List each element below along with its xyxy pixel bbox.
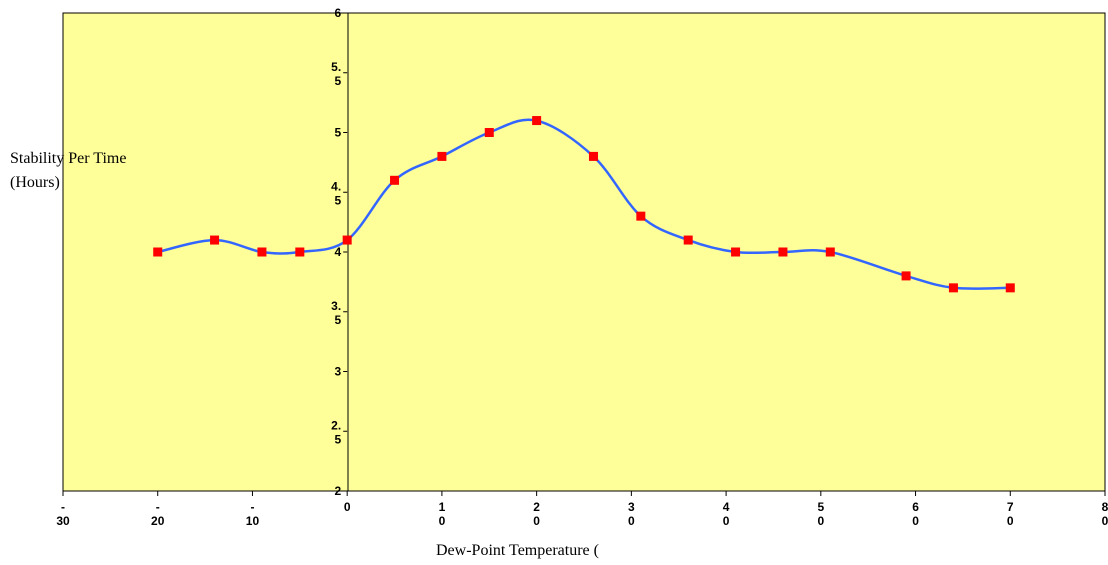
data-point [390, 175, 400, 185]
y-tick-label: 5. 5 [331, 60, 341, 88]
data-point [636, 211, 646, 221]
x-ticks: -30 -20 -10 0 1 0 2 0 3 0 4 0 5 0 6 0 7 0 8 0 [56, 491, 1108, 528]
x-axis-title: Dew-Point Temperature ( [436, 542, 599, 559]
y-axis-title: Stability Per Time (Hours) [10, 150, 130, 191]
y-tick-label: 3 [334, 365, 341, 379]
y-tick-label: 4 [334, 245, 341, 259]
data-point [731, 247, 741, 257]
data-point [437, 151, 447, 161]
series-markers [153, 116, 1015, 293]
y-tick-label: 2 [334, 484, 341, 498]
data-point [153, 247, 163, 257]
y-ticks: 2 2. 5 3 3. 5 4 4. 5 5 5. 5 6 [331, 6, 348, 498]
data-point [484, 128, 494, 137]
x-tick-label: 0 [344, 500, 351, 514]
data-point [588, 151, 598, 161]
y-tick-label: 2. 5 [331, 418, 341, 446]
data-point [210, 235, 220, 245]
y-tick-label: 6 [334, 6, 341, 20]
data-point [342, 235, 352, 245]
data-point [778, 247, 788, 257]
data-point [901, 271, 911, 281]
y-tick-label: 4. 5 [331, 179, 341, 207]
data-point [532, 116, 542, 126]
data-point [683, 235, 693, 245]
x-tick-label: -20 [151, 500, 165, 528]
data-point [948, 283, 958, 293]
x-tick-label: -10 [246, 500, 260, 528]
x-tick-label: -30 [56, 500, 70, 528]
y-tick-label: 5 [334, 126, 341, 140]
y-tick-label: 3. 5 [331, 299, 341, 327]
plot-area [62, 12, 1106, 492]
data-point [1005, 283, 1015, 293]
data-point [825, 247, 835, 257]
y-axis-title-line-1: Stability Per Time [10, 150, 126, 167]
y-axis-title-line-2: (Hours) [10, 174, 60, 191]
data-point [295, 247, 305, 257]
data-point [257, 247, 267, 257]
